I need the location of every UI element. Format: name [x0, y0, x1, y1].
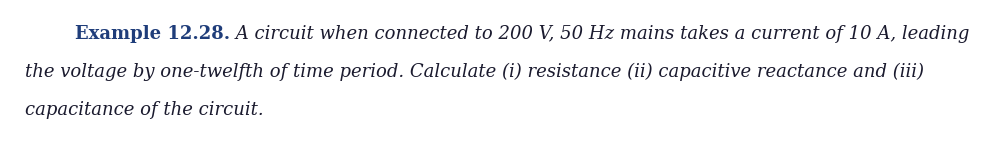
- Text: capacitance of the circuit.: capacitance of the circuit.: [25, 101, 264, 119]
- Text: the voltage by one-twelfth of time period. Calculate (i) resistance (ii) capacit: the voltage by one-twelfth of time perio…: [25, 63, 924, 81]
- Text: Example 12.28.: Example 12.28.: [75, 25, 230, 43]
- Text: A circuit when connected to 200 V, 50 Hz mains takes a current of 10 A, leading: A circuit when connected to 200 V, 50 Hz…: [230, 25, 969, 43]
